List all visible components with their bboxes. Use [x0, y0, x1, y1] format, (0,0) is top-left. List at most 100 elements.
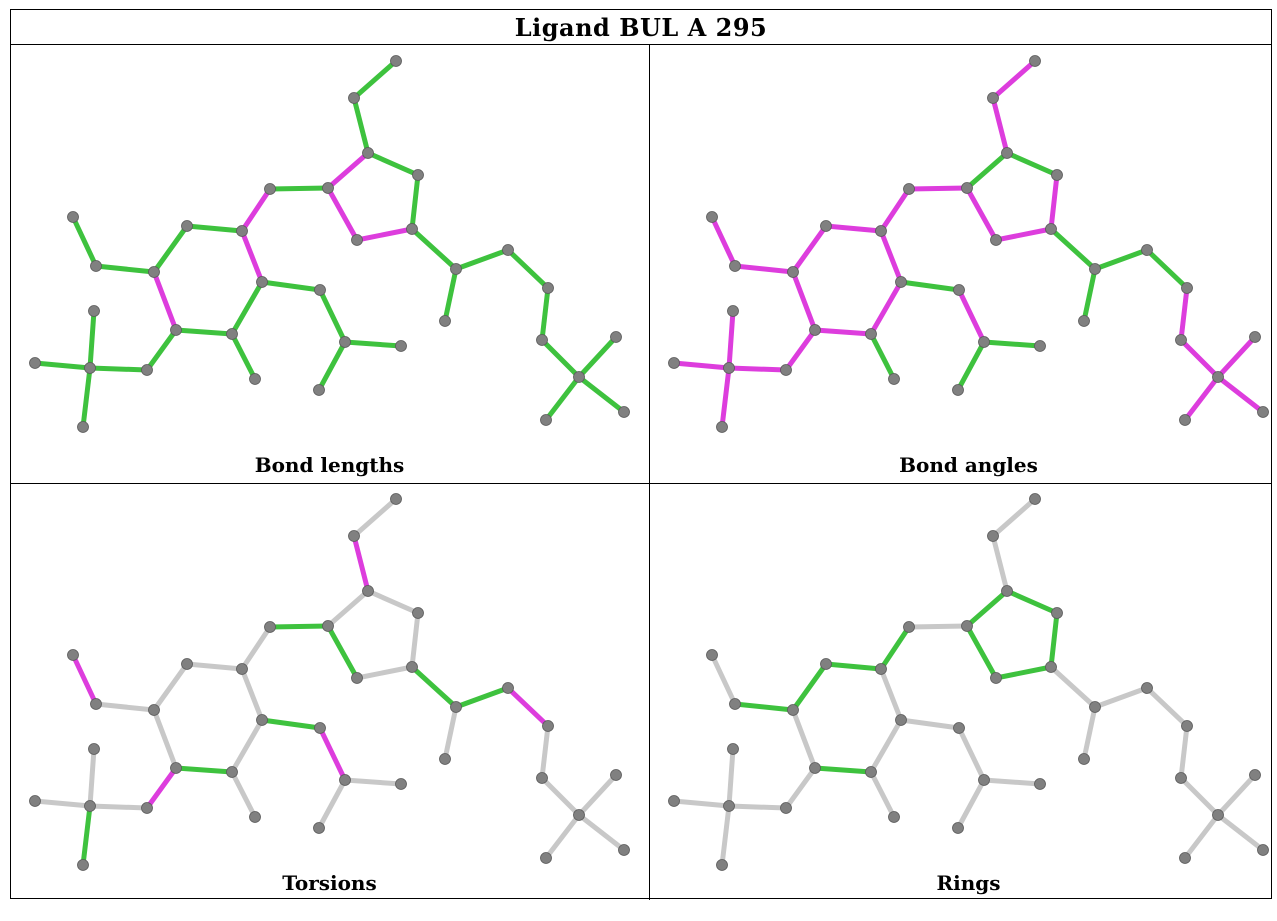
atom-7	[903, 621, 915, 633]
atom-7	[903, 183, 915, 195]
atom-20	[249, 811, 261, 823]
atom-8	[875, 663, 887, 675]
bond-30	[1178, 285, 1190, 343]
atom-16	[314, 284, 326, 296]
atom-2	[362, 147, 374, 159]
atom-11	[729, 698, 741, 710]
bond-3	[365, 588, 421, 616]
bond-31	[1178, 775, 1221, 818]
torsions-caption: Torsions	[282, 871, 377, 895]
bond-22	[144, 765, 179, 811]
atom-26	[1089, 263, 1101, 275]
atom-15	[256, 276, 268, 288]
atom-5	[990, 234, 1002, 246]
bond-5	[993, 664, 1054, 681]
bond-22	[783, 765, 818, 811]
torsions-molecule	[29, 493, 630, 871]
bond-lengths-caption: Bond lengths	[254, 453, 405, 477]
atom-1	[348, 92, 360, 104]
atom-27	[1141, 682, 1153, 694]
atom-23	[668, 357, 680, 369]
bond-29	[505, 247, 551, 291]
bond-23	[726, 365, 789, 373]
bond-13	[151, 707, 179, 771]
atom-12	[706, 649, 718, 661]
atom-7	[264, 621, 276, 633]
atom-33	[1249, 769, 1261, 781]
atom-5	[990, 672, 1002, 684]
atom-25	[716, 859, 728, 871]
atom-13	[170, 762, 182, 774]
atom-11	[729, 260, 741, 272]
atom-32	[618, 844, 630, 856]
bond-18	[317, 725, 348, 783]
bond-6	[325, 623, 360, 681]
bond-14	[812, 765, 874, 775]
atom-8	[236, 225, 248, 237]
atom-8	[875, 225, 887, 237]
atom-22	[84, 362, 96, 374]
atom-4	[1045, 661, 1057, 673]
bond-16	[878, 228, 904, 285]
atom-15	[895, 714, 907, 726]
atom-19	[952, 384, 964, 396]
bond-9	[823, 661, 884, 672]
atom-13	[809, 324, 821, 336]
bond-13	[790, 269, 818, 333]
bond-18	[956, 725, 987, 783]
bond-32	[543, 374, 582, 423]
atom-14	[865, 328, 877, 340]
bond-2	[964, 588, 1010, 629]
atom-34	[1078, 753, 1090, 765]
atom-19	[952, 822, 964, 834]
atom-18	[395, 778, 407, 790]
bond-13	[790, 707, 818, 771]
atom-22	[723, 362, 735, 374]
atom-27	[502, 682, 514, 694]
atom-1	[987, 92, 999, 104]
bond-31	[539, 337, 582, 380]
bond-15	[868, 717, 904, 775]
bond-8	[239, 624, 273, 672]
atom-20	[888, 811, 900, 823]
bond-24	[671, 798, 732, 809]
bond-16	[239, 228, 265, 285]
atom-28	[542, 720, 554, 732]
bond-21	[868, 331, 897, 382]
bond-14	[173, 327, 235, 337]
bond-24	[32, 798, 93, 809]
bond-23	[87, 803, 150, 811]
atom-12	[67, 649, 79, 661]
bond-19	[342, 339, 404, 349]
atom-33	[610, 769, 622, 781]
atom-2	[362, 585, 374, 597]
bond-33	[576, 374, 627, 415]
atom-26	[450, 263, 462, 275]
bond-2	[325, 588, 371, 629]
bond-17	[259, 717, 323, 731]
atom-32	[1257, 844, 1269, 856]
atom-34	[1078, 315, 1090, 327]
bond-1	[351, 533, 371, 594]
bond-19	[342, 777, 404, 787]
bond-27	[409, 664, 459, 710]
bond-4	[409, 610, 421, 670]
rings-caption: Rings	[936, 871, 1001, 895]
atom-16	[953, 284, 965, 296]
atom-9	[181, 220, 193, 232]
atom-7	[264, 183, 276, 195]
atom-34	[439, 753, 451, 765]
atom-4	[1045, 223, 1057, 235]
bond-14	[812, 327, 874, 337]
atom-10	[148, 266, 160, 278]
atom-17	[978, 774, 990, 786]
atom-12	[706, 211, 718, 223]
atom-0	[390, 493, 402, 505]
bond-21	[868, 769, 897, 820]
panel-torsions: Torsions	[11, 484, 648, 921]
bond-18	[956, 287, 987, 345]
bond-33	[576, 812, 627, 853]
atom-4	[406, 223, 418, 235]
atom-23	[29, 795, 41, 807]
atom-25	[77, 421, 89, 433]
